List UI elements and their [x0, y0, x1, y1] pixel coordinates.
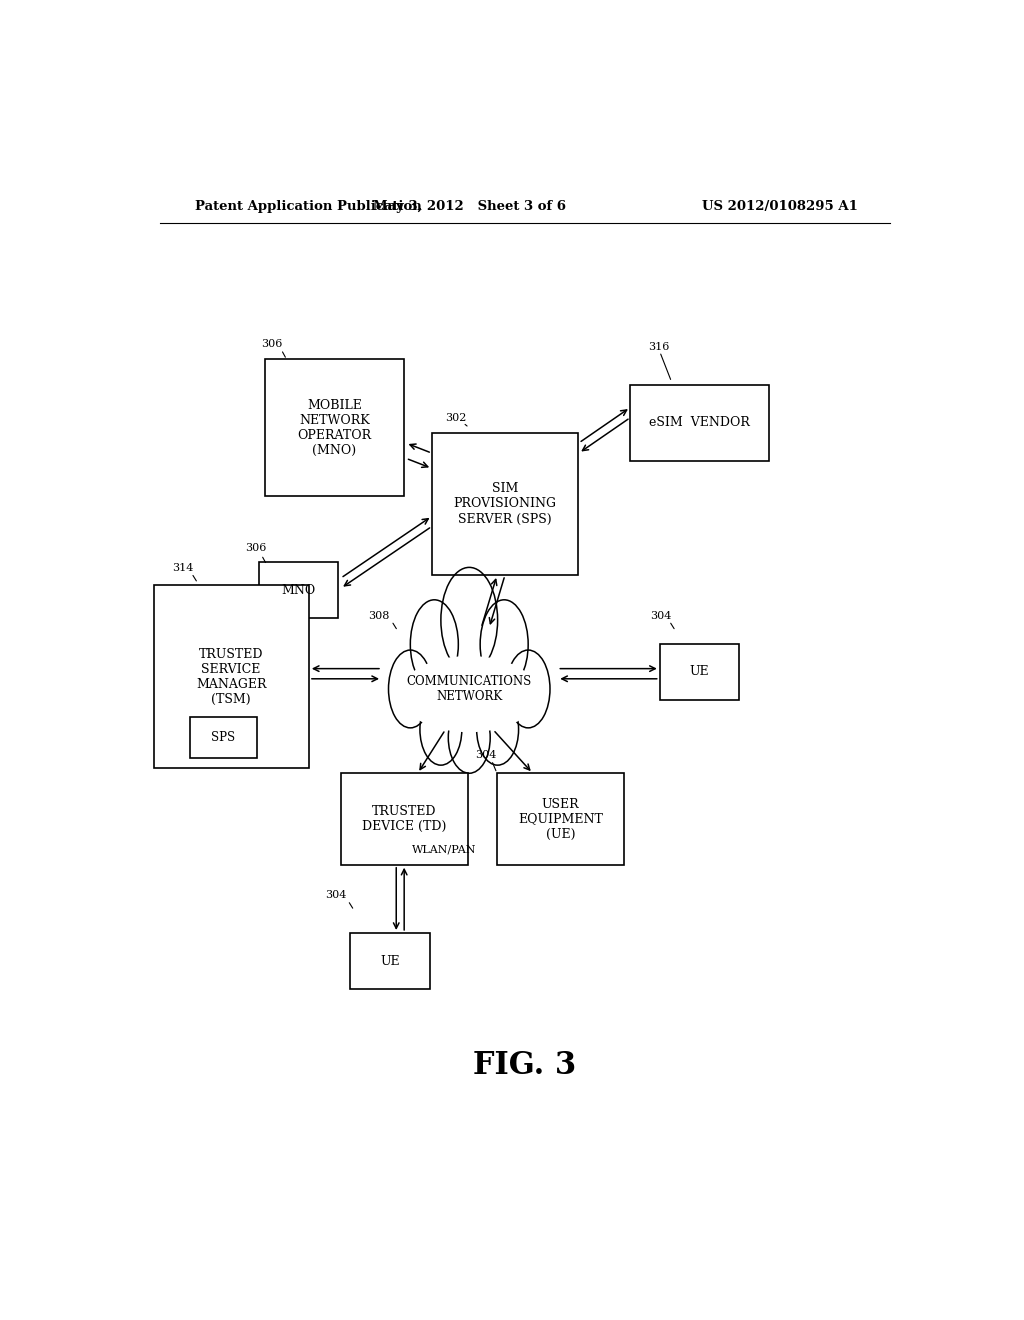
Text: SIM
PROVISIONING
SERVER (SPS): SIM PROVISIONING SERVER (SPS) — [454, 483, 556, 525]
Ellipse shape — [411, 599, 459, 689]
Ellipse shape — [449, 702, 490, 774]
Text: UE: UE — [380, 954, 399, 968]
Text: 304: 304 — [475, 750, 497, 760]
Text: MOBILE
NETWORK
OPERATOR
(MNO): MOBILE NETWORK OPERATOR (MNO) — [297, 399, 372, 457]
FancyBboxPatch shape — [341, 774, 468, 865]
Text: Patent Application Publication: Patent Application Publication — [196, 199, 422, 213]
FancyBboxPatch shape — [259, 562, 338, 618]
Text: US 2012/0108295 A1: US 2012/0108295 A1 — [702, 199, 858, 213]
Text: 304: 304 — [650, 611, 672, 620]
Text: 304: 304 — [325, 891, 346, 900]
Text: TRUSTED
DEVICE (TD): TRUSTED DEVICE (TD) — [362, 805, 446, 833]
FancyBboxPatch shape — [350, 933, 430, 989]
Ellipse shape — [388, 649, 432, 727]
FancyBboxPatch shape — [630, 384, 769, 461]
Text: May 3, 2012   Sheet 3 of 6: May 3, 2012 Sheet 3 of 6 — [373, 199, 565, 213]
FancyBboxPatch shape — [497, 774, 624, 865]
Text: 306: 306 — [261, 339, 283, 350]
Ellipse shape — [506, 649, 550, 727]
FancyBboxPatch shape — [431, 433, 579, 576]
Text: MNO: MNO — [282, 583, 315, 597]
Ellipse shape — [480, 599, 528, 689]
FancyBboxPatch shape — [154, 585, 308, 768]
Text: UE: UE — [689, 665, 710, 678]
Text: 302: 302 — [445, 413, 467, 422]
Text: 306: 306 — [246, 543, 267, 553]
Text: WLAN/PAN: WLAN/PAN — [412, 845, 476, 854]
Text: SPS: SPS — [211, 731, 236, 744]
Text: TRUSTED
SERVICE
MANAGER
(TSM): TRUSTED SERVICE MANAGER (TSM) — [196, 648, 266, 706]
FancyBboxPatch shape — [659, 644, 739, 700]
Ellipse shape — [399, 656, 539, 733]
Text: USER
EQUIPMENT
(UE): USER EQUIPMENT (UE) — [518, 797, 603, 841]
Text: 314: 314 — [172, 564, 193, 573]
FancyBboxPatch shape — [265, 359, 403, 496]
Text: FIG. 3: FIG. 3 — [473, 1049, 577, 1081]
Text: 308: 308 — [369, 611, 390, 620]
Ellipse shape — [476, 694, 518, 766]
Ellipse shape — [420, 694, 462, 766]
Text: eSIM  VENDOR: eSIM VENDOR — [649, 416, 750, 429]
Text: 316: 316 — [648, 342, 669, 351]
Ellipse shape — [441, 568, 498, 673]
Text: COMMUNICATIONS
NETWORK: COMMUNICATIONS NETWORK — [407, 675, 531, 704]
FancyBboxPatch shape — [189, 718, 257, 758]
